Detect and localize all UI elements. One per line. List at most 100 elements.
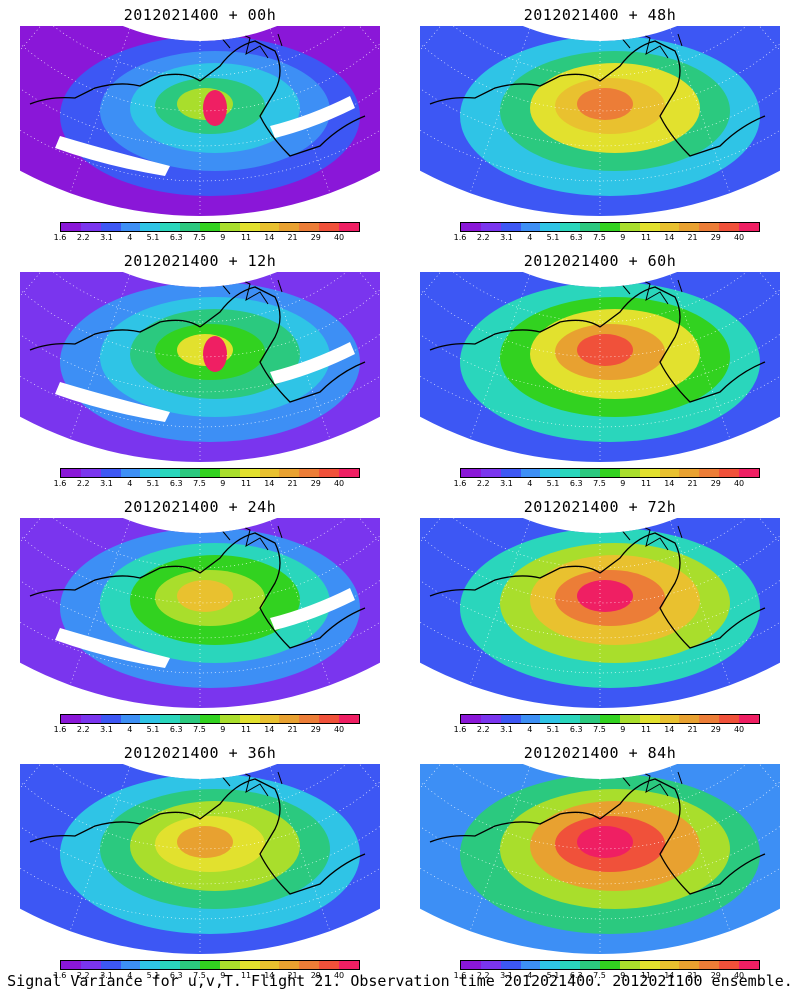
colorbar-tick-label: 21	[687, 479, 698, 488]
colorbar-labels: 1.6 2.2 3.1 4 5.1 6.3 7.5 9 11 14 21 29 40	[45, 725, 375, 737]
colorbar-tick-label: 9	[220, 725, 226, 734]
colorbar-tick-label: 5.1	[546, 479, 560, 488]
colorbar-swatch	[500, 715, 521, 723]
variance-contour	[577, 88, 633, 120]
colorbar-swatch	[739, 469, 759, 477]
colorbar-tick-label: 6.3	[169, 479, 183, 488]
colorbar-swatch	[160, 715, 181, 723]
colorbar-tick-label: 29	[710, 479, 721, 488]
colorbar-tick-label: 29	[310, 971, 321, 980]
colorbar-tick-label: 3.1	[500, 479, 513, 488]
colorbar-tick-label: 14	[664, 233, 675, 242]
colorbar-tick-label: 5.1	[546, 233, 560, 242]
coastline	[429, 532, 766, 649]
variance-map	[20, 764, 380, 955]
coastline	[29, 532, 366, 649]
colorbar-swatch	[319, 961, 340, 969]
colorbar-tick-label: 29	[710, 725, 721, 734]
variance-map	[420, 26, 780, 217]
colorbar-tick-label: 40	[333, 233, 345, 242]
colorbar-tick-label: 29	[710, 971, 721, 980]
colorbar-tick-label: 1.6	[53, 479, 67, 488]
colorbar-swatch	[100, 469, 121, 477]
map-panel: 2012021400 + 60h 1.6 2.2 3.1 4 5.1 6.3 7.5 9 11 14…	[400, 246, 800, 492]
map-panel: 2012021400 + 36h 1.6 2.2 3.1 4 5.1 6.3 7.5 9 11 14…	[0, 738, 400, 984]
colorbar-swatch	[560, 223, 581, 231]
latitude-line	[420, 272, 780, 323]
colorbar-swatch	[520, 469, 541, 477]
colorbar-tick-label: 6.3	[569, 971, 583, 980]
colorbar-swatch	[679, 715, 700, 723]
colorbar-swatch	[520, 223, 541, 231]
colorbar-tick-label: 6.3	[569, 725, 583, 734]
colorbar-swatch	[239, 469, 260, 477]
colorbar-tick-label: 7.5	[593, 971, 606, 980]
variance-map	[420, 764, 780, 955]
colorbar-swatch	[279, 469, 300, 477]
colorbar-swatch	[699, 223, 720, 231]
colorbar-tick-label: 7.5	[193, 233, 206, 242]
colorbar-tick-label: 1.6	[453, 479, 467, 488]
colorbar-swatch	[719, 469, 740, 477]
colorbar-swatch	[259, 961, 280, 969]
variance-map	[20, 518, 380, 709]
colorbar-swatch	[461, 961, 481, 969]
coastline	[29, 778, 366, 895]
colorbar-tick-label: 4	[527, 233, 533, 242]
colorbar-labels: 1.6 2.2 3.1 4 5.1 6.3 7.5 9 11 14 21 29 40	[445, 233, 775, 245]
colorbar-tick-label: 11	[240, 479, 252, 488]
colorbar-tick-label: 5.1	[146, 971, 160, 980]
variance-peak	[203, 90, 227, 126]
colorbar-swatch	[180, 469, 201, 477]
colorbar-tick-label: 2.2	[476, 233, 490, 242]
colorbar	[60, 714, 360, 724]
colorbar-tick-label: 7.5	[193, 971, 206, 980]
colorbar-swatch	[339, 223, 359, 231]
colorbar-tick-label: 2.2	[76, 725, 90, 734]
missing-region	[270, 588, 355, 630]
colorbar	[460, 960, 760, 970]
colorbar-swatch	[140, 715, 161, 723]
colorbar-swatch	[180, 223, 201, 231]
colorbar-swatch	[500, 469, 521, 477]
colorbar-swatch	[61, 223, 81, 231]
colorbar-swatch	[80, 223, 101, 231]
colorbar-tick-label: 11	[240, 725, 252, 734]
panel-title: 2012021400 + 72h	[523, 498, 677, 516]
colorbar-swatch	[339, 715, 359, 723]
colorbar-swatch	[140, 961, 161, 969]
colorbar-tick-label: 21	[687, 233, 698, 242]
colorbar-tick-label: 6.3	[569, 233, 583, 242]
colorbar-swatch	[319, 715, 340, 723]
colorbar	[460, 222, 760, 232]
panel-title: 2012021400 + 84h	[523, 744, 677, 762]
colorbar-tick-label: 7.5	[193, 725, 206, 734]
missing-region	[55, 382, 170, 422]
colorbar-tick-label: 29	[710, 233, 721, 242]
colorbar-swatch	[639, 715, 660, 723]
colorbar	[60, 468, 360, 478]
colorbar-swatch	[319, 223, 340, 231]
colorbar-swatch	[480, 961, 501, 969]
colorbar-swatch	[219, 715, 240, 723]
colorbar-tick-label: 4	[127, 233, 133, 242]
colorbar-tick-label: 9	[620, 725, 626, 734]
latitude-line	[420, 272, 780, 393]
colorbar-tick-label: 3.1	[100, 725, 113, 734]
colorbar-swatch	[659, 715, 680, 723]
colorbar-tick-label: 9	[220, 971, 226, 980]
colorbar-tick-label: 21	[287, 971, 298, 980]
colorbar-swatch	[120, 715, 141, 723]
colorbar-tick-label: 2.2	[76, 479, 90, 488]
colorbar-swatch	[219, 961, 240, 969]
colorbar-tick-label: 21	[287, 233, 298, 242]
colorbar-swatch	[699, 469, 720, 477]
colorbar-swatch	[80, 469, 101, 477]
variance-peak	[203, 336, 227, 372]
panel-title: 2012021400 + 60h	[523, 252, 677, 270]
colorbar-tick-label: 5.1	[546, 725, 560, 734]
colorbar-tick-label: 2.2	[76, 233, 90, 242]
missing-region	[270, 342, 355, 384]
colorbar-swatch	[560, 469, 581, 477]
colorbar-swatch	[61, 715, 81, 723]
